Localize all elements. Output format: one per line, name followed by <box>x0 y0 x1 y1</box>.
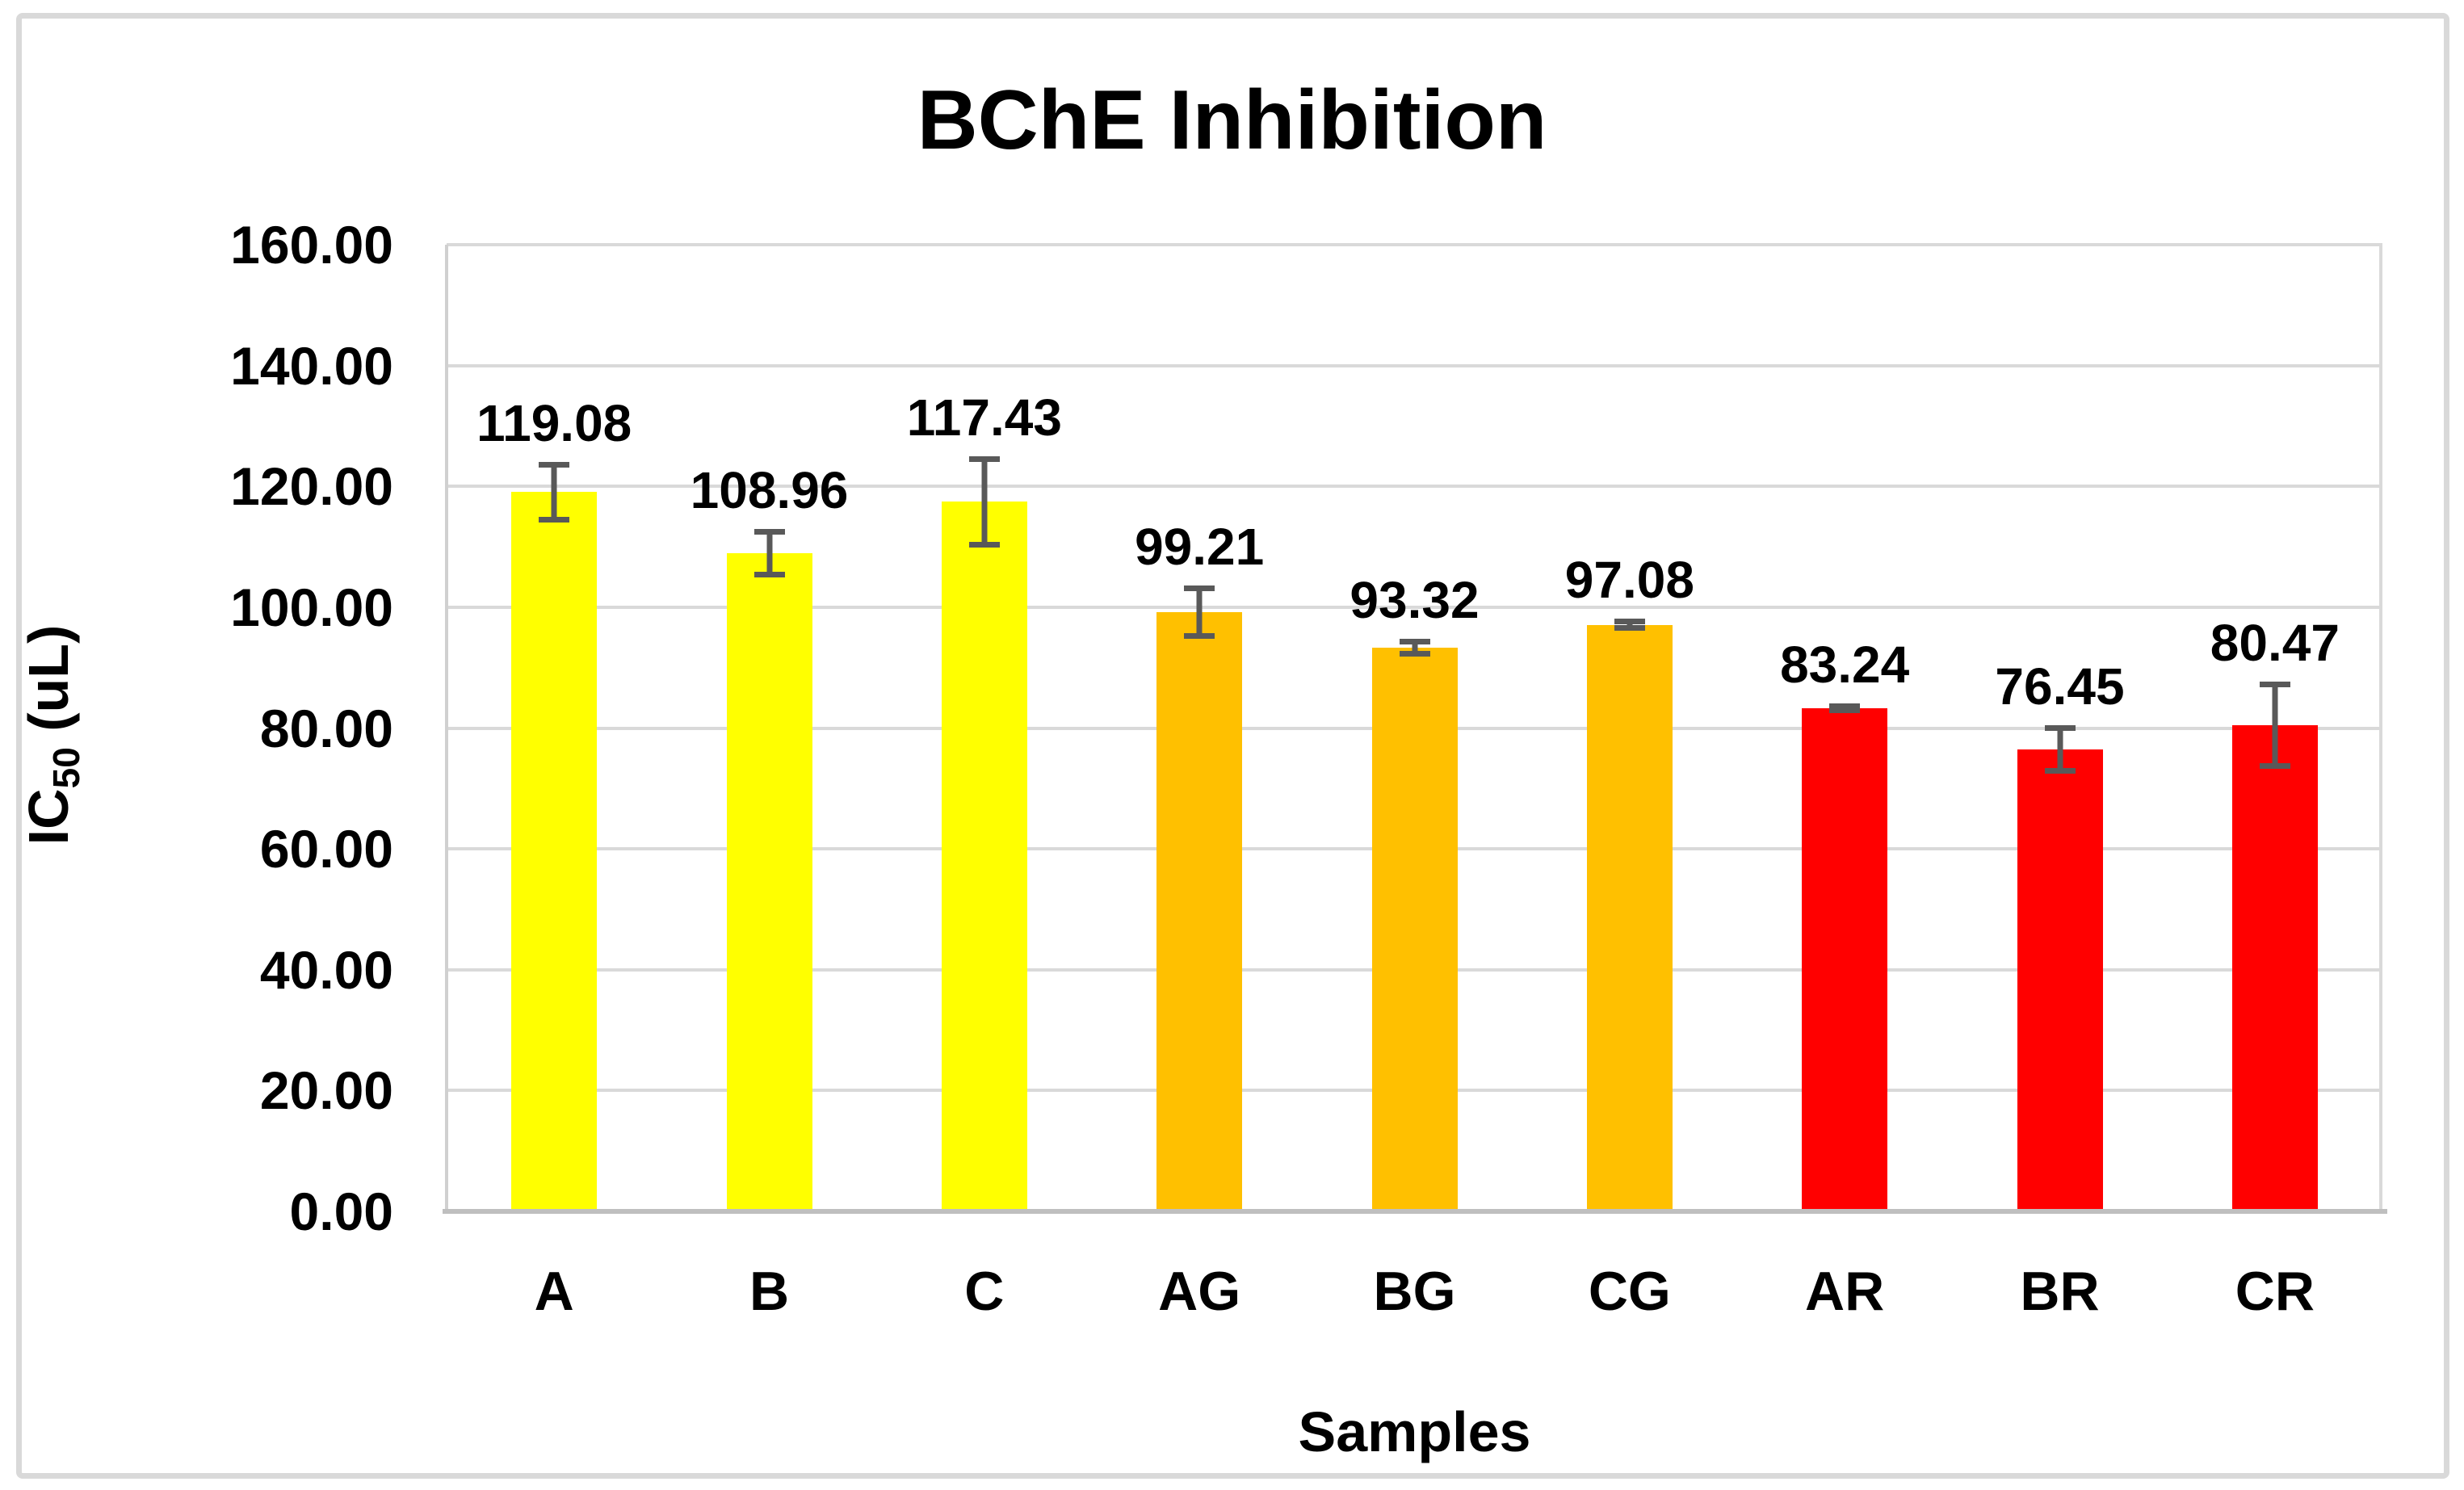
gridline-140 <box>447 363 2382 367</box>
error-bar-cap-top <box>1614 619 1645 625</box>
error-bar-cap-top <box>1184 585 1215 591</box>
data-label-CG: 97.08 <box>1564 551 1694 610</box>
bar-A <box>511 492 598 1211</box>
error-bar-stem <box>2272 682 2278 769</box>
data-label-AR: 83.24 <box>1780 636 1910 695</box>
error-bar-AR <box>1829 703 1861 714</box>
error-bar-CG <box>1614 619 1645 632</box>
error-bar-AG <box>1184 585 1215 639</box>
y-tick-label-20: 20.00 <box>259 1060 393 1121</box>
error-bar-B <box>753 528 785 577</box>
bar-AG <box>1156 611 1243 1211</box>
error-bar-BG <box>1399 638 1430 657</box>
y-tick-label-0: 0.00 <box>289 1182 393 1241</box>
x-tick-label-B: B <box>749 1261 790 1322</box>
x-tick-label-A: A <box>534 1261 574 1322</box>
gridline-120 <box>447 485 2382 489</box>
bar-AR <box>1802 708 1888 1211</box>
data-label-BR: 76.45 <box>1995 657 2125 716</box>
y-tick-label-80: 80.00 <box>259 698 393 758</box>
gridline-100 <box>447 605 2382 609</box>
error-bar-stem <box>1196 585 1203 639</box>
bar-BR <box>2017 749 2103 1211</box>
x-tick-label-AR: AR <box>1805 1261 1885 1322</box>
data-label-C: 117.43 <box>906 388 1062 447</box>
bar-BG <box>1371 647 1458 1211</box>
y-tick-label-60: 60.00 <box>259 819 393 879</box>
error-bar-cap-bottom <box>1184 632 1215 639</box>
data-label-B: 108.96 <box>690 460 849 519</box>
bar-B <box>726 552 812 1211</box>
error-bar-cap-top <box>539 461 570 468</box>
data-label-BG: 93.32 <box>1350 570 1480 629</box>
x-tick-label-CG: CG <box>1588 1261 1671 1322</box>
error-bar-cap-top <box>968 456 1000 463</box>
error-bar-stem <box>2057 725 2063 774</box>
error-bar-cap-bottom <box>539 516 570 523</box>
x-tick-label-BR: BR <box>2020 1261 2100 1322</box>
error-bar-BR <box>2044 725 2076 774</box>
y-tick-label-160: 160.00 <box>230 215 393 275</box>
error-bar-cap-bottom <box>1399 651 1430 657</box>
error-bar-cap-top <box>1829 703 1861 710</box>
y-tick-label-40: 40.00 <box>259 939 393 1000</box>
data-label-AG: 99.21 <box>1135 517 1265 576</box>
plot-right-border <box>2379 245 2382 1213</box>
error-bar-cap-bottom <box>2259 762 2290 769</box>
data-label-A: 119.08 <box>476 393 632 452</box>
y-tick-label-140: 140.00 <box>230 335 393 396</box>
error-bar-cap-top <box>2259 682 2290 688</box>
error-bar-cap-top <box>753 528 785 535</box>
error-bar-CR <box>2259 682 2290 769</box>
error-bar-stem <box>1412 638 1417 657</box>
error-bar-C <box>968 456 1000 548</box>
error-bar-stem <box>766 528 772 577</box>
data-label-CR: 80.47 <box>2210 614 2340 673</box>
bar-CR <box>2231 724 2318 1211</box>
error-bar-stem <box>981 456 988 548</box>
error-bar-stem <box>1627 619 1633 632</box>
error-bar-cap-bottom <box>2044 767 2076 774</box>
bar-C <box>941 502 1027 1211</box>
x-axis-line <box>443 1209 2387 1214</box>
error-bar-cap-bottom <box>753 571 785 577</box>
plot-area: 119.08 108.96 117.43 99.21 93.32 97.08 83.24 76… <box>447 243 2382 1211</box>
error-bar-cap-bottom <box>968 541 1000 548</box>
chart-title: BChE Inhibition <box>917 73 1547 167</box>
error-bar-cap-top <box>1399 638 1430 644</box>
y-axis-line <box>445 245 448 1213</box>
error-bar-A <box>539 461 570 523</box>
y-tick-label-100: 100.00 <box>230 577 393 637</box>
x-tick-label-C: C <box>964 1261 1005 1322</box>
x-tick-label-CR: CR <box>2235 1261 2315 1322</box>
bar-CG <box>1586 624 1673 1211</box>
x-tick-label-AG: AG <box>1158 1261 1241 1322</box>
error-bar-cap-bottom <box>1614 625 1645 632</box>
error-bar-cap-top <box>2044 725 2076 732</box>
x-axis-title: Samples <box>1298 1400 1531 1463</box>
x-tick-label-BG: BG <box>1373 1261 1456 1322</box>
y-tick-label-120: 120.00 <box>230 456 393 517</box>
error-bar-stem <box>551 461 557 523</box>
gridline-160 <box>447 243 2382 246</box>
error-bar-cap-bottom <box>1829 707 1861 714</box>
